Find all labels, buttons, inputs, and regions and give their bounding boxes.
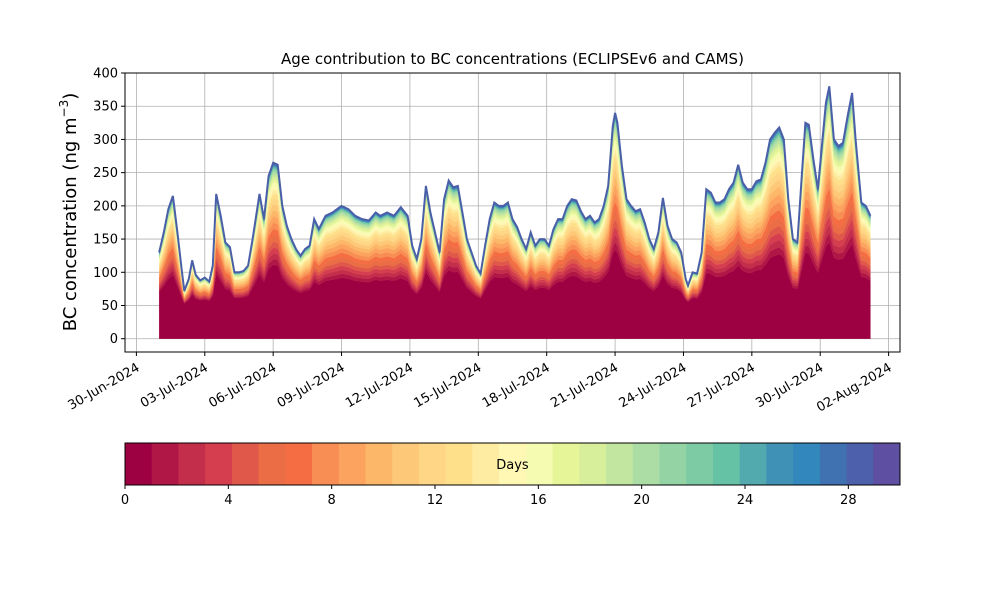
colorbar-cell xyxy=(766,443,794,485)
y-tick-label: 200 xyxy=(93,199,118,214)
x-tick-label: 06-Jul-2024 xyxy=(206,360,279,411)
colorbar-cell xyxy=(632,443,660,485)
y-axis-label-main: BC concentration (ng m xyxy=(60,117,81,331)
y-tick-label: 50 xyxy=(101,299,118,314)
colorbar-cell xyxy=(205,443,233,485)
colorbar-tick-label: 20 xyxy=(633,493,650,508)
plot-area: 0 50 100 150 200 250 300 350 400 30-Jun-202403-J… xyxy=(66,67,901,416)
colorbar-cell xyxy=(472,443,500,485)
colorbar-cell xyxy=(793,443,821,485)
x-tick-label: 24-Jul-2024 xyxy=(617,360,690,411)
y-tick-label: 300 xyxy=(93,133,118,148)
colorbar-cell xyxy=(178,443,206,485)
colorbar-cell xyxy=(392,443,420,485)
colorbar: Days 0 4 8 12 16 20 24 28 xyxy=(121,442,901,508)
x-tick-label: 27-Jul-2024 xyxy=(685,360,758,411)
y-tick-label: 250 xyxy=(93,166,118,181)
colorbar-ticks: 0 4 8 12 16 20 24 28 xyxy=(121,485,857,508)
colorbar-cell xyxy=(739,443,767,485)
x-tick-label: 18-Jul-2024 xyxy=(480,360,553,411)
colorbar-cell xyxy=(312,443,340,485)
y-axis-label: BC concentration (ng m−3) xyxy=(57,93,81,332)
x-tick-label: 03-Jul-2024 xyxy=(138,360,211,411)
colorbar-cell xyxy=(231,443,260,485)
x-tick-label: 30-Jun-2024 xyxy=(66,360,143,413)
total-concentration-line xyxy=(158,86,872,292)
y-axis-label-close: ) xyxy=(60,93,81,100)
colorbar-tick-label: 24 xyxy=(737,493,754,508)
plot-frame xyxy=(124,72,901,353)
chart-title: Age contribution to BC concentrations (E… xyxy=(281,50,744,68)
colorbar-tick-label: 12 xyxy=(427,493,444,508)
x-axis-ticks: 30-Jun-202403-Jul-202406-Jul-202409-Jul-… xyxy=(66,352,895,416)
colorbar-cell xyxy=(258,443,286,485)
x-tick-label: 12-Jul-2024 xyxy=(343,360,416,411)
colorbar-tick-label: 16 xyxy=(530,493,547,508)
colorbar-cell xyxy=(525,443,553,485)
x-tick-label: 21-Jul-2024 xyxy=(548,360,621,411)
x-tick-label: 09-Jul-2024 xyxy=(275,360,348,411)
colorbar-tick-label: 4 xyxy=(224,493,232,508)
colorbar-tick-label: 0 xyxy=(121,493,129,508)
colorbar-cells xyxy=(125,443,901,485)
colorbar-cell xyxy=(686,443,714,485)
y-tick-label: 100 xyxy=(93,266,118,281)
colorbar-cell xyxy=(606,443,634,485)
colorbar-frame xyxy=(124,442,901,486)
colorbar-cell xyxy=(365,443,393,485)
colorbar-cell xyxy=(846,443,874,485)
colorbar-cell xyxy=(151,443,179,485)
y-axis-ticks: 0 50 100 150 200 250 300 350 400 xyxy=(93,67,125,347)
y-tick-label: 150 xyxy=(93,233,118,248)
colorbar-cell xyxy=(659,443,687,485)
colorbar-cell xyxy=(285,443,313,485)
x-tick-label: 02-Aug-2024 xyxy=(814,360,894,415)
colorbar-label: Days xyxy=(496,458,529,473)
colorbar-tick-label: 28 xyxy=(840,493,857,508)
colorbar-tick-label: 8 xyxy=(328,493,336,508)
colorbar-cell xyxy=(418,443,447,485)
y-tick-label: 400 xyxy=(93,67,118,82)
colorbar-cell xyxy=(819,443,847,485)
colorbar-cell xyxy=(125,443,153,485)
y-tick-label: 0 xyxy=(110,332,118,347)
colorbar-cell xyxy=(552,443,580,485)
colorbar-cell xyxy=(712,443,741,485)
colorbar-cell xyxy=(338,443,366,485)
colorbar-cell xyxy=(873,443,901,485)
colorbar-cell xyxy=(579,443,607,485)
x-tick-label: 15-Jul-2024 xyxy=(411,360,484,411)
y-tick-label: 350 xyxy=(93,100,118,115)
colorbar-cell xyxy=(445,443,473,485)
y-axis-label-exponent: −3 xyxy=(57,100,71,118)
colorbar-cell xyxy=(499,443,527,485)
